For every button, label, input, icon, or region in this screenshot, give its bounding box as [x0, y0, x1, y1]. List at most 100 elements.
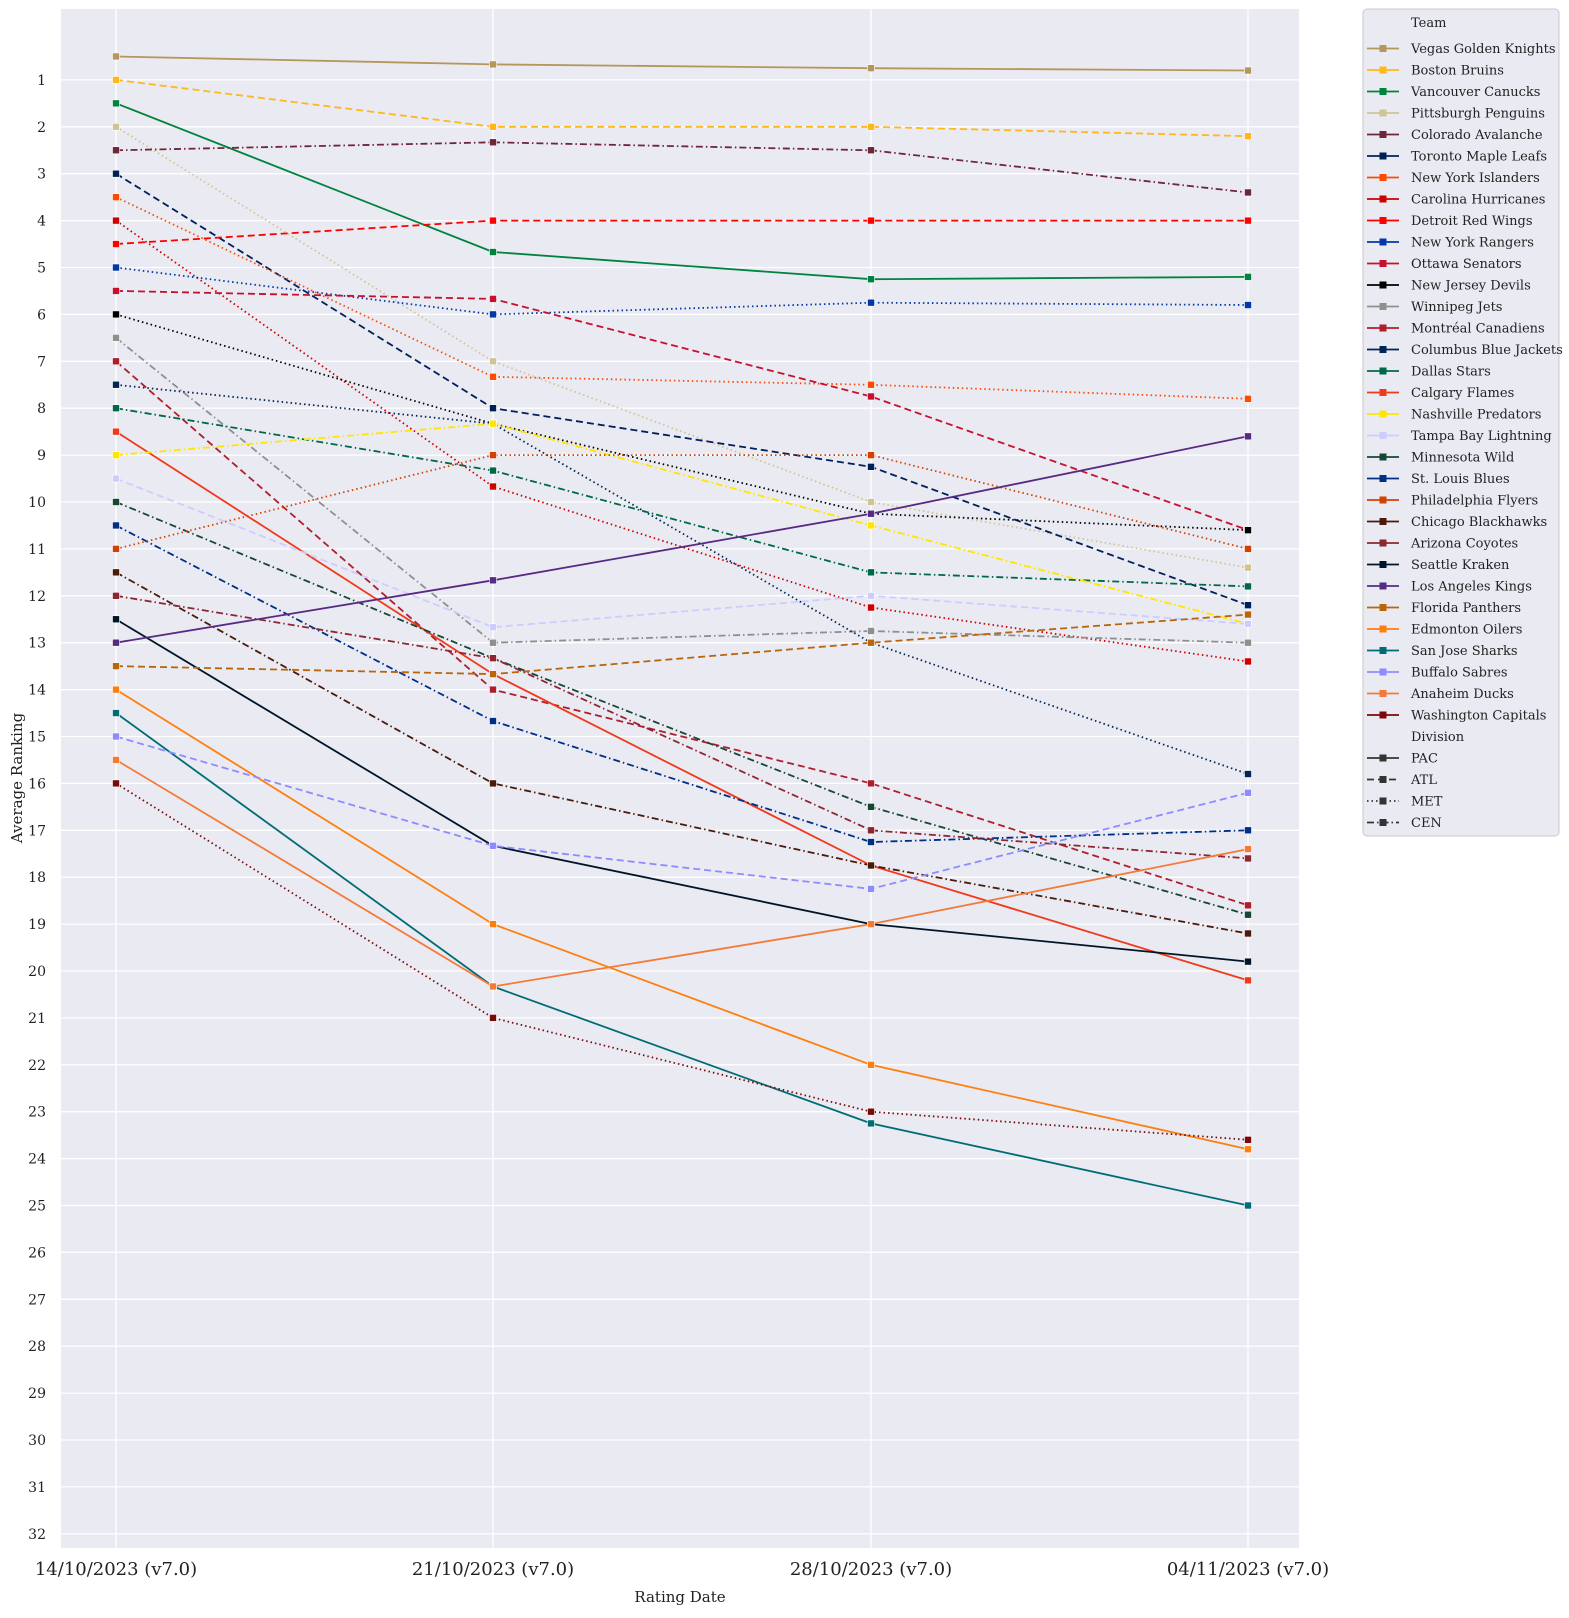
legend-division-label: MET — [1411, 795, 1443, 810]
data-point — [489, 670, 497, 678]
series-line — [115, 422, 1249, 625]
data-point — [489, 419, 497, 428]
legend-swatch-marker — [1379, 346, 1387, 353]
legend-label: Ottawa Senators — [1411, 257, 1522, 272]
data-point — [489, 779, 497, 788]
data-point — [112, 732, 120, 741]
data-point — [489, 1014, 497, 1022]
data-point — [867, 920, 875, 928]
legend-item: Calgary Flames — [1367, 386, 1514, 401]
series-edmonton-oilers — [112, 685, 1252, 1154]
legend-swatch-marker — [1379, 238, 1387, 246]
legend-item: Tampa Bay Lightning — [1367, 429, 1552, 444]
legend-swatch-marker — [1379, 604, 1387, 611]
series-philadelphia-flyers — [112, 451, 1252, 553]
legend-swatch-marker — [1379, 690, 1387, 697]
legend-item: Chicago Blackhawks — [1367, 515, 1547, 530]
x-axis-title: Rating Date — [634, 1588, 725, 1606]
data-point — [867, 123, 875, 131]
y-tick-label: 1 — [37, 73, 46, 89]
legend-division-marker — [1379, 819, 1387, 826]
data-point — [489, 841, 497, 850]
series-boston-bruins — [112, 76, 1252, 140]
legend-label: Florida Panthers — [1411, 601, 1521, 616]
legend-division-marker — [1379, 797, 1387, 805]
y-tick-label: 28 — [28, 1339, 46, 1355]
legend-swatch-marker — [1379, 174, 1387, 181]
legend-label: Montréal Canadiens — [1411, 322, 1545, 337]
data-point — [867, 603, 875, 612]
data-point — [489, 638, 497, 647]
y-tick-label: 30 — [28, 1433, 46, 1449]
data-point — [489, 60, 497, 69]
data-point — [867, 838, 875, 846]
data-point — [112, 521, 120, 530]
legend-division-label: ATL — [1410, 773, 1437, 788]
data-point — [489, 404, 497, 413]
series-detroit-red-wings — [112, 216, 1252, 248]
legend-swatch-marker — [1379, 367, 1387, 375]
legend-item: Columbus Blue Jackets — [1367, 343, 1563, 358]
series-line — [115, 759, 1249, 988]
legend-label: Nashville Predators — [1411, 408, 1541, 423]
data-point — [1244, 545, 1252, 553]
legend-item: Winnipeg Jets — [1367, 300, 1502, 315]
data-point — [1244, 216, 1252, 225]
legend-item: Los Angeles Kings — [1367, 580, 1532, 595]
data-point — [867, 591, 875, 600]
y-tick-label: 15 — [28, 730, 46, 746]
data-point — [867, 463, 875, 471]
series-chicago-blackhawks — [112, 568, 1252, 938]
data-point — [112, 146, 120, 155]
y-tick-label: 32 — [28, 1527, 46, 1543]
data-point — [1244, 788, 1252, 797]
legend-division-marker — [1379, 754, 1387, 762]
legend-swatch-marker — [1379, 152, 1387, 160]
legend-swatch-marker — [1379, 303, 1387, 310]
plot-background — [61, 9, 1299, 1548]
legend-label: Minnesota Wild — [1411, 451, 1514, 466]
legend-swatch-marker — [1379, 432, 1387, 439]
legend-label: Detroit Red Wings — [1411, 214, 1533, 229]
legend-item: Colorado Avalanche — [1367, 128, 1543, 143]
legend-label: Buffalo Sabres — [1411, 666, 1508, 681]
legend-label: Arizona Coyotes — [1410, 537, 1518, 552]
data-point — [489, 482, 497, 491]
legend-swatch-marker — [1379, 109, 1387, 117]
data-point — [112, 685, 120, 694]
legend-division-item: PAC — [1367, 752, 1438, 767]
data-point — [867, 568, 875, 577]
y-tick-label: 16 — [28, 776, 46, 792]
data-point — [112, 474, 120, 483]
data-point — [112, 709, 120, 717]
series-line — [115, 571, 1249, 935]
legend-item: Nashville Predators — [1367, 408, 1541, 423]
legend-swatch-marker — [1379, 324, 1387, 332]
legend-item: Philadelphia Flyers — [1367, 494, 1538, 509]
data-point — [489, 123, 497, 131]
legend-label: Vegas Golden Knights — [1410, 42, 1556, 57]
series-washington-capitals — [112, 779, 1252, 1144]
legend-item: Seattle Kraken — [1367, 558, 1510, 573]
series-line — [115, 454, 1249, 550]
series-line — [115, 594, 1249, 860]
legend-swatch-marker — [1379, 668, 1387, 676]
data-point — [1244, 526, 1252, 534]
data-point — [1244, 770, 1252, 778]
data-point — [867, 509, 875, 518]
legend-item: Florida Panthers — [1367, 601, 1521, 616]
legend-item: Minnesota Wild — [1367, 451, 1514, 466]
series-florida-panthers — [112, 610, 1252, 678]
legend-item: Ottawa Senators — [1367, 257, 1522, 272]
legend-label: New York Islanders — [1411, 171, 1540, 186]
y-tick-label: 10 — [28, 495, 46, 511]
grid-layer — [61, 9, 1299, 1548]
legend-swatch-marker — [1379, 518, 1387, 525]
x-tick-label: 04/11/2023 (v7.0) — [1167, 1559, 1329, 1580]
data-point — [867, 779, 875, 788]
legend-item: Detroit Red Wings — [1367, 214, 1533, 229]
data-point — [489, 357, 497, 366]
data-point — [867, 1119, 875, 1128]
